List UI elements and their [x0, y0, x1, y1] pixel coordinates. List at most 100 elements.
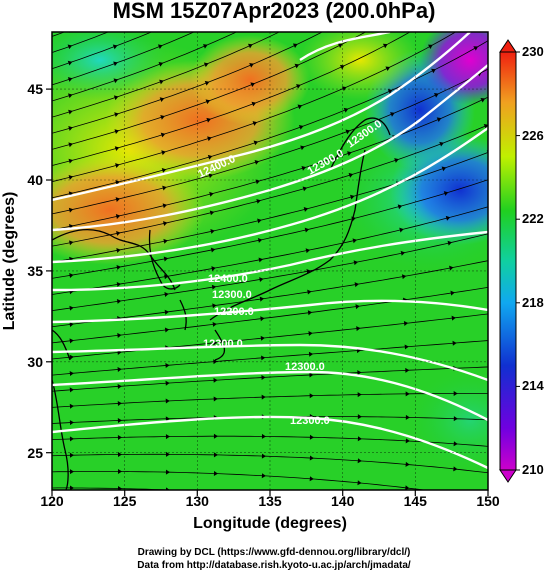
colorbar-tick-label: 210	[522, 462, 544, 477]
streamline-arrow	[67, 60, 73, 66]
streamline-arrow	[117, 332, 122, 338]
streamline-arrow	[259, 296, 265, 302]
china-east-coast	[52, 329, 71, 361]
streamline-arrow	[69, 371, 74, 377]
streamline-arrow	[252, 121, 258, 126]
streamline-arrow	[378, 0, 383, 3]
streamline-arrow	[117, 486, 122, 490]
streamline-arrow	[212, 321, 217, 327]
y-tick-marks	[46, 88, 52, 454]
streamline-arrow	[447, 240, 452, 246]
streamline-arrow	[165, 380, 170, 386]
streamline-arrow	[294, 63, 300, 69]
streamline-arrow	[68, 175, 74, 180]
streamline-arrow	[115, 163, 120, 168]
streamline-arrow	[210, 247, 216, 253]
x-tick-label: 125	[113, 493, 137, 509]
y-tick-label: 30	[27, 354, 43, 370]
colorbar-scale	[499, 51, 517, 471]
streamline-arrow	[213, 471, 218, 476]
streamline-arrow	[296, 84, 301, 89]
streamline-arrow	[405, 461, 410, 467]
streamline-arrow	[213, 377, 218, 383]
streamline-arrow	[159, 79, 164, 85]
kyushu-coast	[214, 329, 226, 361]
streamline-arrow	[69, 436, 74, 442]
streamline-arrow	[203, 62, 209, 68]
x-tick-label: 140	[331, 493, 355, 509]
streamline-arrow	[357, 502, 361, 507]
contour-label: 12300.0	[203, 338, 243, 350]
streamline-arrow	[69, 420, 74, 426]
streamline-arrow	[339, 64, 345, 70]
streamline-arrow	[164, 327, 170, 333]
contour-label: 12400.0	[208, 273, 248, 285]
x-tick-label: 130	[186, 493, 210, 509]
height-contours	[52, 32, 488, 470]
streamline	[52, 32, 153, 70]
streamline-arrow	[428, 44, 433, 50]
streamline-arrow	[292, 43, 298, 49]
streamline-arrow	[291, 23, 296, 27]
tsushima	[179, 299, 187, 331]
streamline-arrow	[69, 354, 74, 360]
streamline-arrow	[357, 392, 362, 398]
streamline-arrow	[164, 292, 169, 297]
streamline-arrow	[116, 298, 122, 304]
streamline-arrow	[68, 109, 73, 115]
streamline-arrow	[309, 497, 313, 502]
streamline-arrow	[260, 335, 265, 341]
streamline-arrow	[165, 398, 170, 404]
streamline-arrow	[213, 433, 218, 439]
streamline-arrow	[69, 322, 74, 327]
streamline-arrow	[161, 150, 166, 156]
streamline	[52, 32, 457, 183]
streamline-arrow	[400, 250, 406, 256]
contour-line	[52, 32, 471, 202]
streamline-arrow	[201, 7, 206, 12]
streamline-arrow	[443, 191, 449, 196]
streamline-arrow	[208, 173, 214, 179]
streamline-arrow	[307, 310, 313, 316]
streamline-arrow	[499, 526, 503, 531]
streamline-arrow	[261, 355, 266, 361]
streamline-arrow	[309, 434, 314, 440]
streamline-arrow	[160, 114, 165, 120]
streamline-arrow	[116, 231, 121, 236]
streamline-arrow	[68, 93, 73, 99]
streamline	[52, 32, 238, 102]
streamline-arrow	[255, 179, 261, 185]
streamline-arrow	[352, 238, 357, 244]
streamline-arrow	[441, 166, 447, 172]
streamline-arrow	[404, 532, 408, 537]
streamline-arrow	[258, 257, 263, 263]
streamline-arrow	[345, 129, 351, 135]
contour-line	[52, 370, 488, 422]
streamline-arrow	[336, 22, 341, 26]
streamline-arrow	[473, 46, 479, 51]
streamline-arrow	[68, 126, 73, 131]
streamline-arrow	[453, 466, 458, 472]
streamline-arrow	[113, 78, 119, 84]
streamline-arrow	[163, 256, 169, 262]
streamline-arrow	[356, 326, 361, 332]
colorbar-min-arrow	[499, 469, 517, 483]
streamline-arrow	[256, 198, 261, 204]
streamline-arrow	[69, 403, 74, 409]
korea-peninsula	[148, 229, 181, 290]
streamline-arrow	[431, 68, 436, 74]
streamline-arrow	[250, 82, 256, 88]
streamline-arrow	[209, 191, 214, 197]
streamline-arrow	[157, 27, 162, 32]
streamline-arrow	[164, 309, 169, 315]
streamline-arrow	[297, 104, 303, 110]
streamline-arrow	[116, 248, 121, 253]
streamline-arrow	[202, 44, 208, 49]
streamline-arrow	[307, 289, 312, 295]
colorbar-tick-label: 226	[522, 128, 544, 143]
streamline-arrow	[205, 99, 211, 105]
x-tick-label: 135	[258, 493, 282, 509]
streamline-arrow	[404, 344, 409, 350]
contour-line	[52, 127, 488, 264]
